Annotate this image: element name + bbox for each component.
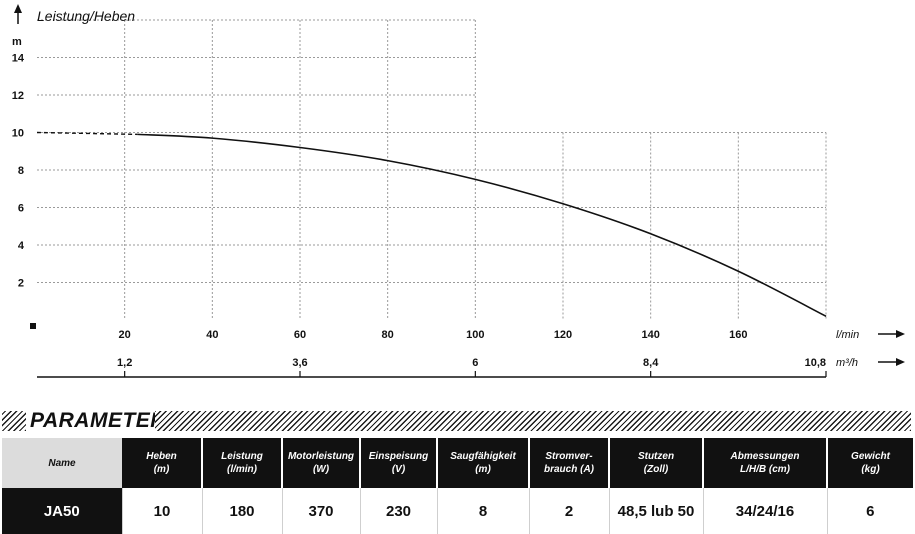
y-tick-label: 14 (12, 53, 25, 65)
y-axis-unit-label: m (12, 36, 22, 48)
x-tick-label: 100 (466, 329, 484, 341)
chart-title: Leistung/Heben (37, 8, 135, 24)
hatch-right-decoration (155, 411, 911, 431)
x2-tick-label: 1,2 (117, 357, 132, 369)
table-cell: 2 (529, 488, 610, 534)
x-tick-label: 20 (119, 329, 131, 341)
parameter-title: PARAMETER (30, 409, 166, 432)
x-tick-label: 80 (382, 329, 394, 341)
x-tick-label: 140 (641, 329, 659, 341)
table-header-cell: Einspeisung (V) (360, 438, 438, 488)
curve-dashed-segment (36, 131, 138, 136)
y-axis-arrow-icon (14, 4, 22, 13)
x-axis-unit-label: l/min (836, 329, 859, 341)
y-tick-label: 4 (18, 240, 25, 252)
table-header-cell: Gewicht (kg) (827, 438, 913, 488)
origin-marker (30, 323, 36, 329)
table-header-cell: Motorleistung (W) (282, 438, 361, 488)
table-header-row: Name Heben (m) Leistung (l/min) Motorleistung… (2, 438, 913, 488)
table-cell: 230 (360, 488, 438, 534)
x2-tick-label: 3,6 (292, 357, 307, 369)
table-cell: 6 (866, 502, 875, 520)
x-tick-label: 60 (294, 329, 306, 341)
table-header-cell: Saugfähigkeit (m) (437, 438, 530, 488)
parameter-header: PARAMETER (0, 408, 915, 434)
table-header-cell: Stromver-brauch (A) (529, 438, 610, 488)
x-axis-arrow-icon (896, 330, 905, 338)
table-cell: 10 (122, 488, 203, 534)
y-tick-label: 8 (18, 165, 24, 177)
table-header-cell: Abmessungen L/H/B (cm) (703, 438, 828, 488)
header-name: Name (2, 438, 122, 488)
table-cell: 48,5 lub 50 (609, 488, 704, 534)
x2-axis-unit-label: m³/h (836, 357, 858, 369)
pump-performance-chart: Leistung/Heben m 2 4 6 8 10 12 14 20 40 60 80 100 120 1… (12, 4, 905, 378)
table-cell: 370 (282, 488, 361, 534)
chart-grid (37, 19, 827, 320)
x-tick-label: 40 (206, 329, 218, 341)
x-tick-label: 120 (554, 329, 572, 341)
table-cell: 180 (202, 488, 283, 534)
table-header-cell: Leistung (l/min) (202, 438, 283, 488)
x-tick-label: 160 (729, 329, 747, 341)
y-tick-label: 6 (18, 203, 24, 215)
table-row: JA50 10 180 370 230 8 2 48,5 lub 50 34/24/16 6 (2, 488, 913, 534)
x2-tick-label: 8,4 (643, 357, 659, 369)
y-tick-label: 2 (18, 278, 24, 290)
y-tick-label: 12 (12, 90, 24, 102)
chart-axes (14, 4, 827, 378)
x2-axis-arrow-icon (896, 358, 905, 366)
parameter-table: Name Heben (m) Leistung (l/min) Motorleistung… (2, 438, 913, 534)
table-header-cell: Stutzen (Zoll) (609, 438, 704, 488)
curve-solid-segment (137, 133, 827, 317)
hatch-left-decoration (2, 411, 26, 431)
chart-curve (36, 131, 827, 317)
chart-labels: Leistung/Heben m 2 4 6 8 10 12 14 20 40 60 80 100 120 1… (12, 8, 905, 369)
model-name-cell: JA50 (2, 488, 123, 534)
table-header-cell: Heben (m) (122, 438, 203, 488)
table-cell: 8 (437, 488, 530, 534)
y-tick-label: 10 (12, 128, 24, 140)
x2-tick-label: 10,8 (805, 357, 826, 369)
table-cell: 34/24/16 (703, 488, 828, 534)
x2-tick-label: 6 (472, 357, 478, 369)
